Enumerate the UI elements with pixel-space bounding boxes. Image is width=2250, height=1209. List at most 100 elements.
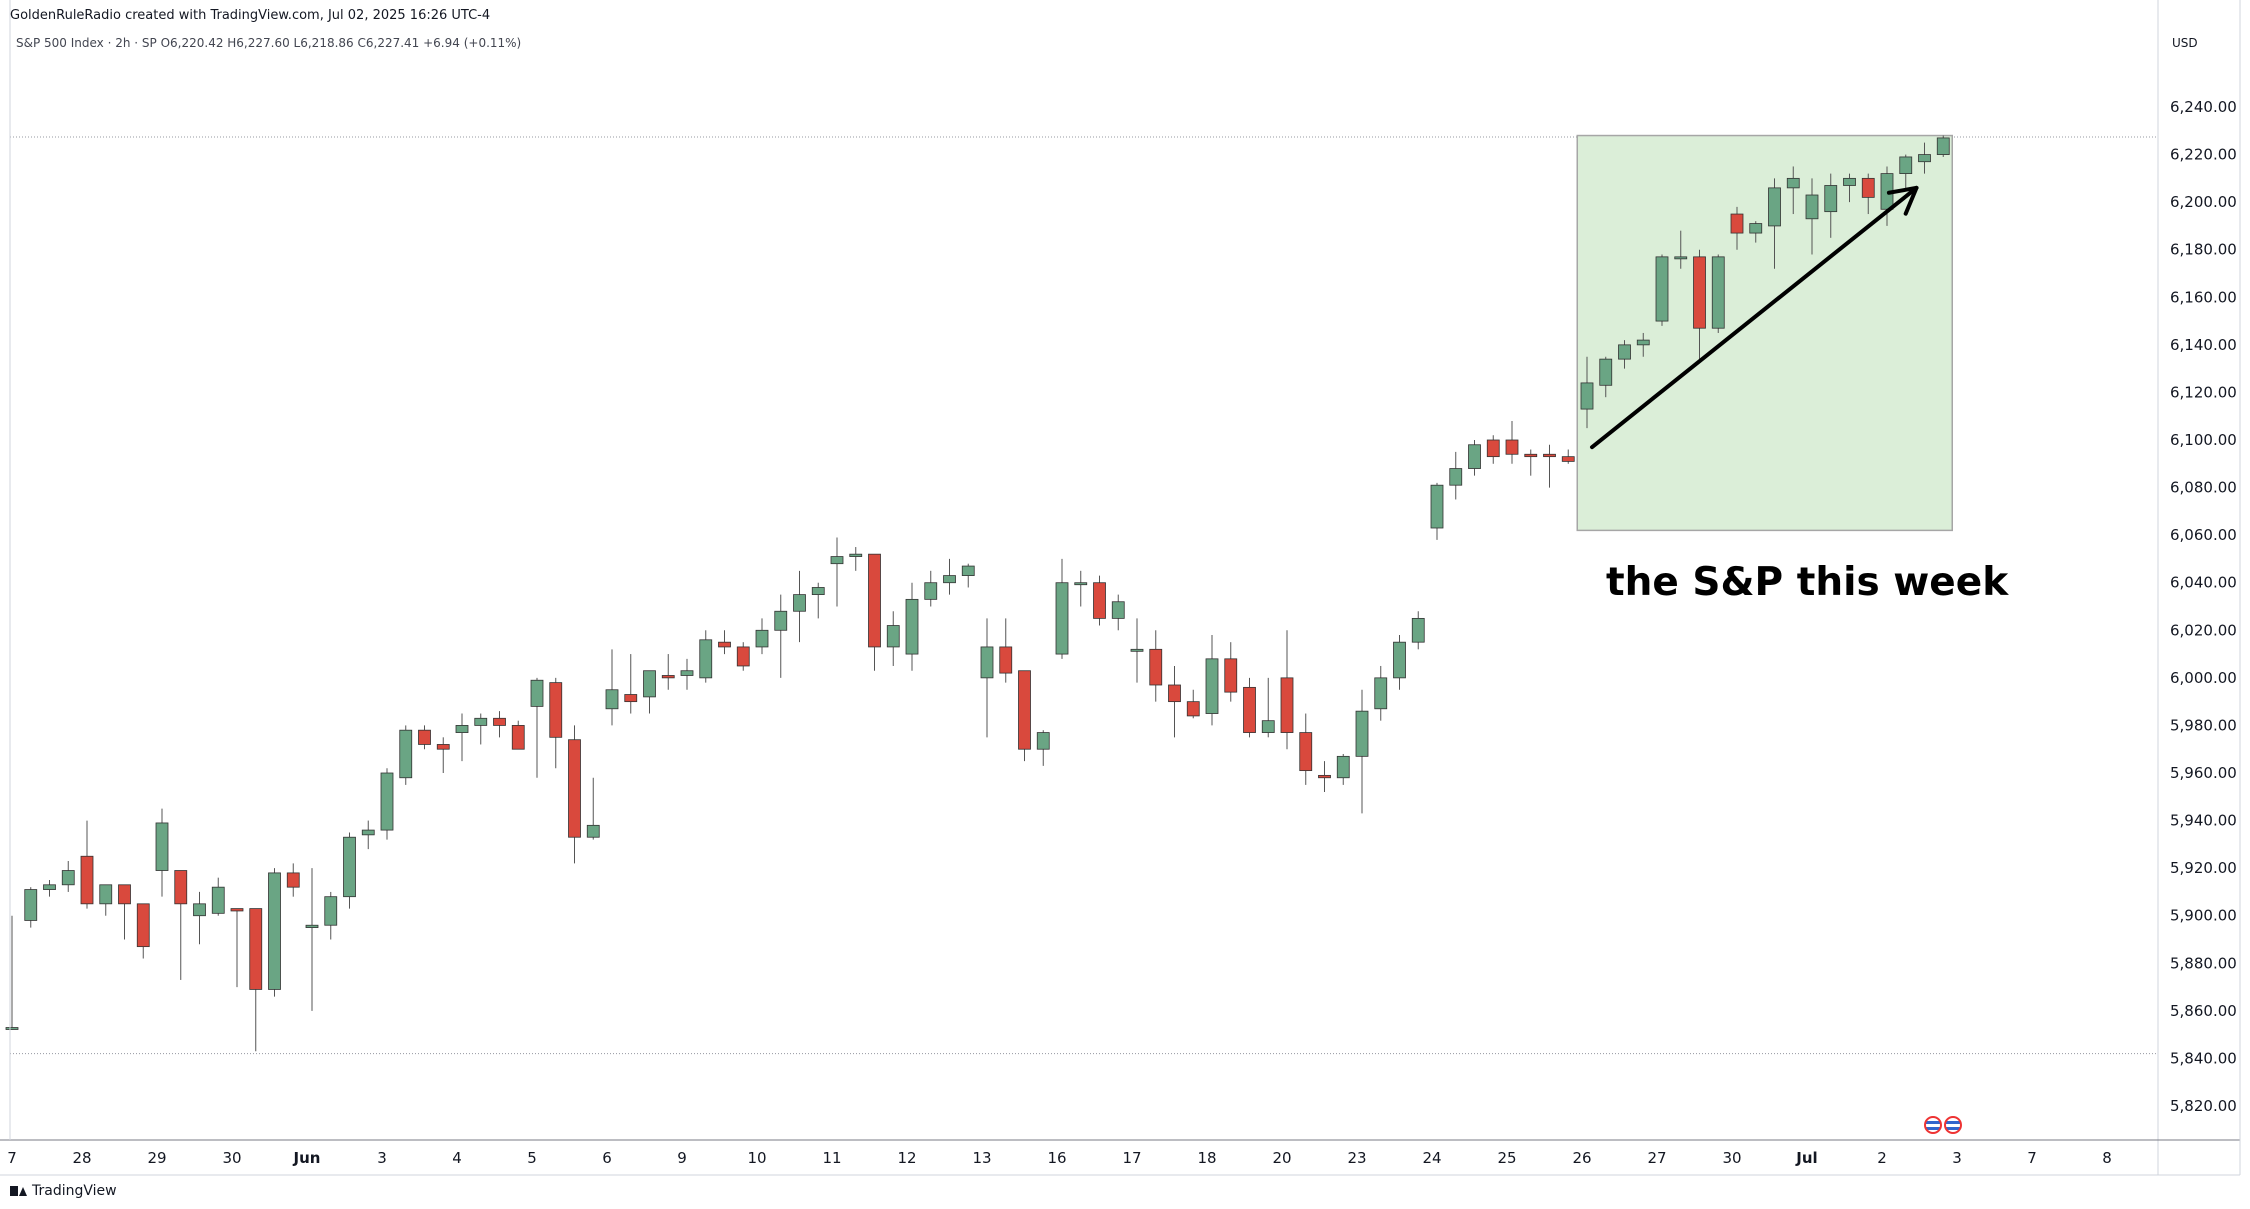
candle (343, 832, 356, 909)
candle (1899, 154, 1913, 191)
candle (1205, 635, 1219, 726)
candle-body (943, 575, 956, 584)
candle-body (830, 556, 844, 565)
y-tick-label: 6,140.00 (2170, 336, 2237, 354)
x-tick-label: 7 (2027, 1149, 2037, 1167)
candle-body (1561, 456, 1575, 462)
candle-body (1843, 177, 1856, 186)
y-tick-label: 5,820.00 (2170, 1097, 2237, 1115)
candle-body (1299, 732, 1313, 772)
candle-body (586, 824, 600, 838)
candle-body (1018, 670, 1031, 750)
candle-body (1149, 648, 1163, 686)
candle (793, 570, 806, 643)
x-tick-label: 11 (822, 1149, 841, 1167)
candle-body (1599, 358, 1613, 386)
candle-body (43, 884, 56, 890)
x-tick-label: 29 (147, 1149, 166, 1167)
candle (736, 642, 750, 671)
candle-body (343, 836, 356, 898)
candle-body (1055, 582, 1069, 655)
x-tick-label: 8 (2102, 1149, 2112, 1167)
candle-body (1749, 223, 1763, 234)
candle-body (1786, 177, 1800, 189)
candle-body (1205, 658, 1219, 714)
candle-body (211, 886, 225, 914)
candle (999, 618, 1013, 683)
x-tick-label: 2 (1877, 1149, 1887, 1167)
candle (1618, 340, 1631, 369)
candle (1674, 230, 1688, 269)
candle (80, 820, 94, 909)
candle (1186, 689, 1200, 719)
candle (418, 725, 431, 750)
y-tick-label: 5,900.00 (2170, 907, 2237, 925)
candle-body (193, 903, 206, 917)
tradingview-logo: TradingView (10, 1183, 117, 1199)
candle (5, 915, 19, 1030)
tradingview-logo-icon (10, 1186, 28, 1196)
candle (1843, 173, 1856, 203)
candle-body (718, 641, 731, 648)
candle-body (699, 639, 713, 679)
candle-body (1449, 468, 1463, 486)
candle (1486, 435, 1500, 464)
candle-body (80, 855, 94, 905)
candle (1111, 594, 1125, 631)
event-markers[interactable] (1924, 1116, 1962, 1134)
candle (155, 808, 169, 897)
candle-body (643, 670, 656, 698)
trend-arrow (1590, 185, 1919, 450)
symbol-legend[interactable]: S&P 500 Index · 2h · SP O6,220.42 H6,227… (16, 36, 522, 50)
candle (943, 558, 956, 595)
candles (5, 135, 1950, 1052)
candle-body (286, 872, 300, 888)
candle (1655, 254, 1669, 326)
candle (886, 611, 900, 666)
candle (193, 891, 206, 945)
us-flag-icon[interactable] (1924, 1116, 1942, 1134)
candle (1730, 206, 1744, 250)
candle (643, 670, 656, 714)
candle-body (361, 829, 375, 836)
candle (1055, 558, 1069, 659)
candle-body (1693, 256, 1706, 329)
y-tick-label: 6,200.00 (2170, 193, 2237, 211)
candle (511, 720, 525, 750)
candle-body (774, 610, 788, 631)
candle (1393, 635, 1406, 690)
candle (1561, 449, 1575, 464)
candle-body (624, 694, 638, 703)
candle (961, 563, 975, 588)
axes: 5,820.00 5,840.00 5,860.00 5,880.00 5,900.00… (0, 0, 2241, 1176)
candle (1805, 178, 1819, 255)
candle (1018, 670, 1031, 762)
candle (1355, 689, 1369, 814)
currency-label[interactable]: USD (2172, 36, 2198, 50)
x-tick-label: 18 (1197, 1149, 1216, 1167)
candle-body (1074, 582, 1088, 586)
candle-body (530, 679, 544, 707)
candle-body (1824, 185, 1838, 213)
candle-body (474, 717, 488, 726)
candle (1036, 730, 1050, 766)
candle (474, 713, 488, 745)
candle-body (230, 908, 244, 912)
candle-body (1899, 156, 1913, 174)
candle (1261, 677, 1275, 738)
x-tick-label: 28 (72, 1149, 91, 1167)
us-flag-icon[interactable] (1944, 1116, 1962, 1134)
candle-body (1280, 677, 1294, 733)
x-tick-label: 5 (527, 1149, 537, 1167)
candle-body (324, 896, 338, 926)
candle-body (1261, 720, 1275, 733)
x-tick-label: 7 (7, 1149, 17, 1167)
candle-body (961, 565, 975, 576)
candle (811, 582, 825, 619)
candle (1636, 332, 1650, 357)
candle-body (5, 1027, 19, 1030)
y-tick-label: 6,180.00 (2170, 241, 2237, 259)
candle-body (1805, 194, 1819, 220)
candle-body (1730, 213, 1744, 234)
